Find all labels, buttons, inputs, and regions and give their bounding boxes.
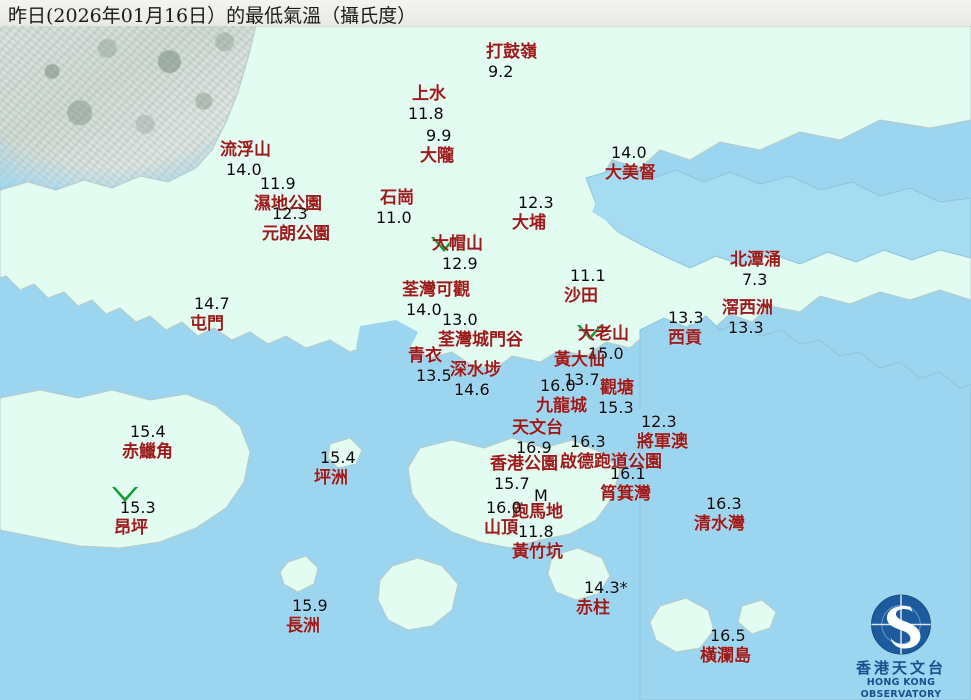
land-lamma-island xyxy=(377,557,459,631)
station-temperature-value: M xyxy=(534,486,548,505)
station-name-label: 黃大仙 xyxy=(554,350,605,370)
station-name-label: 跑馬地 xyxy=(512,502,563,522)
station-name-label: 屯門 xyxy=(190,314,224,334)
station-name-label: 大隴 xyxy=(420,146,454,166)
land-waglan-island xyxy=(737,599,777,635)
station-temperature-value: 9.9 xyxy=(426,126,452,145)
station-marker-triangle xyxy=(112,487,138,502)
land-cheung-chau xyxy=(279,555,319,593)
station-temperature-value: 11.1 xyxy=(570,266,606,285)
station-temperature-value: 13.5 xyxy=(416,366,452,385)
land-hong-kong-island xyxy=(407,437,621,549)
station-name-label: 將軍澳 xyxy=(637,432,688,452)
station-temperature-value: 16.1 xyxy=(610,464,646,483)
station-name-label: 天文台 xyxy=(512,418,563,438)
station-temperature-value: 14.0 xyxy=(226,160,262,179)
station-name-label: 大老山 xyxy=(578,324,629,344)
station-temperature-value: 15.4 xyxy=(320,448,356,467)
station-name-label: 九龍城 xyxy=(536,396,587,416)
station-name-label: 大帽山 xyxy=(432,234,483,254)
station-temperature-value: 13.0 xyxy=(442,310,478,329)
station-name-label: 香港公園 xyxy=(490,454,558,474)
station-temperature-value: 11.0 xyxy=(376,208,412,227)
water-rambler-channel xyxy=(356,320,418,358)
station-temperature-value: 16.3 xyxy=(706,494,742,513)
station-name-label: 青衣 xyxy=(408,346,442,366)
station-temperature-value: 15.4 xyxy=(130,422,166,441)
station-temperature-value: 15.3 xyxy=(120,498,156,517)
station-temperature-value: 14.3* xyxy=(584,578,628,597)
station-name-label: 荃灣城門谷 xyxy=(438,330,523,350)
station-temperature-value: 14.7 xyxy=(194,294,230,313)
land-stanley-peninsula xyxy=(547,547,611,601)
station-temperature-value: 12.3 xyxy=(518,193,554,212)
station-name-label: 觀塘 xyxy=(600,378,634,398)
water-victoria-harbour xyxy=(404,410,660,438)
station-name-label: 清水灣 xyxy=(694,514,745,534)
station-temperature-value: 15.9 xyxy=(292,596,328,615)
station-temperature-value: 16.0 xyxy=(540,376,576,395)
station-name-label: 北潭涌 xyxy=(730,250,781,270)
station-temperature-value: 15.0 xyxy=(588,344,624,363)
station-temperature-value: 16.9 xyxy=(516,438,552,457)
station-name-label: 滘西洲 xyxy=(722,298,773,318)
station-marker-triangle xyxy=(577,325,603,340)
station-name-label: 赤鱲角 xyxy=(122,442,173,462)
land-peng-chau xyxy=(327,437,363,469)
station-temperature-value: 13.7 xyxy=(564,370,600,389)
station-temperature-value: 11.8 xyxy=(518,522,554,541)
station-name-label: 深水埗 xyxy=(450,360,501,380)
station-temperature-value: 12.3 xyxy=(272,204,308,223)
logo-name-en: HONG KONG OBSERVATORY xyxy=(860,677,942,700)
station-name-label: 濕地公園 xyxy=(254,194,322,214)
station-name-label: 橫瀾島 xyxy=(700,646,751,666)
station-temperature-value: 14.0 xyxy=(406,300,442,319)
water-tolo-harbour xyxy=(585,167,971,269)
station-temperature-value: 14.6 xyxy=(454,380,490,399)
station-temperature-value: 12.9 xyxy=(442,254,478,273)
station-temperature-value: 9.2 xyxy=(488,62,514,81)
station-name-label: 黃竹坑 xyxy=(512,542,563,562)
station-temperature-value: 13.3 xyxy=(668,308,704,327)
station-temperature-value: 11.9 xyxy=(260,174,296,193)
hko-logo: 香港天文台 HONG KONG OBSERVATORY xyxy=(837,592,965,700)
land-po-toi-islands xyxy=(649,597,715,653)
station-name-label: 荃灣可觀 xyxy=(402,280,470,300)
station-name-label: 元朗公園 xyxy=(262,224,330,244)
station-temperature-value: 7.3 xyxy=(742,270,768,289)
station-name-label: 沙田 xyxy=(564,286,598,306)
station-name-label: 啟德跑道公園 xyxy=(560,452,662,472)
station-temperature-value: 16.3 xyxy=(570,432,606,451)
title-bar: 昨日(2026年01月16日）的最低氣溫（攝氏度） xyxy=(0,0,971,27)
station-name-label: 上水 xyxy=(412,84,446,104)
station-temperature-value: 16.5 xyxy=(710,626,746,645)
station-name-label: 流浮山 xyxy=(220,140,271,160)
station-name-label: 坪洲 xyxy=(314,468,348,488)
station-temperature-value: 14.0 xyxy=(611,143,647,162)
station-name-label: 大美督 xyxy=(605,163,656,183)
station-temperature-value: 12.3 xyxy=(641,412,677,431)
station-name-label: 山頂 xyxy=(484,518,518,538)
station-name-label: 石崗 xyxy=(380,188,414,208)
station-temperature-value: 16.0 xyxy=(486,498,522,517)
station-name-label: 赤柱 xyxy=(576,598,610,618)
station-name-label: 長洲 xyxy=(286,616,320,636)
hko-circular-s-logo-icon xyxy=(871,594,931,655)
station-temperature-value: 11.8 xyxy=(408,104,444,123)
station-name-label: 打鼓嶺 xyxy=(486,42,537,62)
station-name-label: 大埔 xyxy=(512,213,546,233)
station-name-label: 筲箕灣 xyxy=(600,484,651,504)
station-temperature-value: 15.3 xyxy=(598,398,634,417)
station-temperature-value: 15.7 xyxy=(494,474,530,493)
water-tolo-channel xyxy=(592,196,668,238)
station-name-label: 昂坪 xyxy=(114,518,148,538)
station-name-label: 西貢 xyxy=(668,328,702,348)
page-title: 昨日(2026年01月16日）的最低氣溫（攝氏度） xyxy=(8,5,417,27)
station-temperature-value: 13.3 xyxy=(728,318,764,337)
station-marker-triangle xyxy=(431,237,457,252)
logo-name-zh: 香港天文台 xyxy=(855,659,946,677)
land-lantau-island xyxy=(0,389,251,549)
